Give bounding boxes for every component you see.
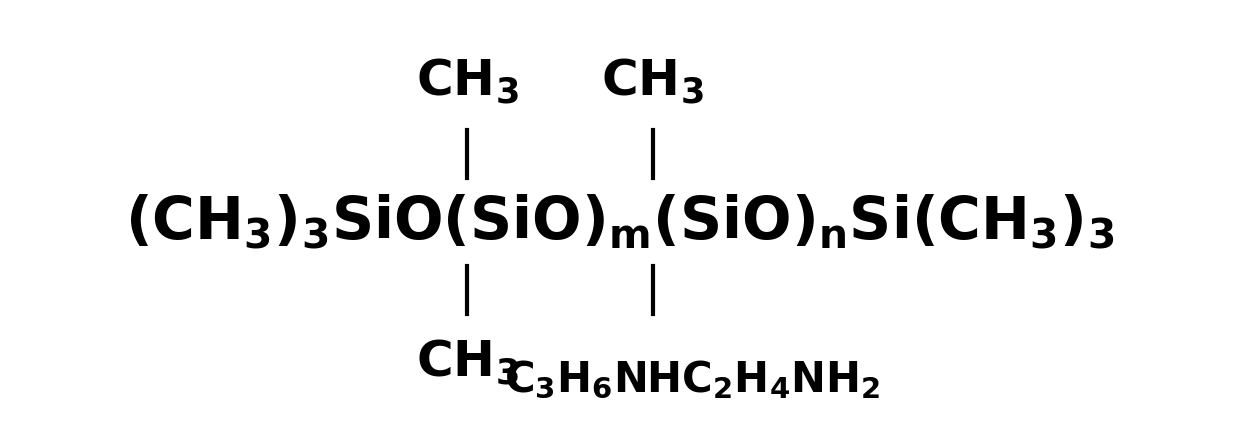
Text: $\bf{(CH_3)_3SiO(SiO)_m(SiO)_nSi(CH_3)_3}$: $\bf{(CH_3)_3SiO(SiO)_m(SiO)_nSi(CH_3)_3… (125, 193, 1115, 251)
Text: $\bf{CH_3}$: $\bf{CH_3}$ (415, 337, 518, 387)
Text: $\bf{CH_3}$: $\bf{CH_3}$ (601, 57, 704, 107)
Text: $\bf{C_3H_6NHC_2H_4NH_2}$: $\bf{C_3H_6NHC_2H_4NH_2}$ (505, 359, 880, 401)
Text: $\bf{CH_3}$: $\bf{CH_3}$ (415, 57, 518, 107)
